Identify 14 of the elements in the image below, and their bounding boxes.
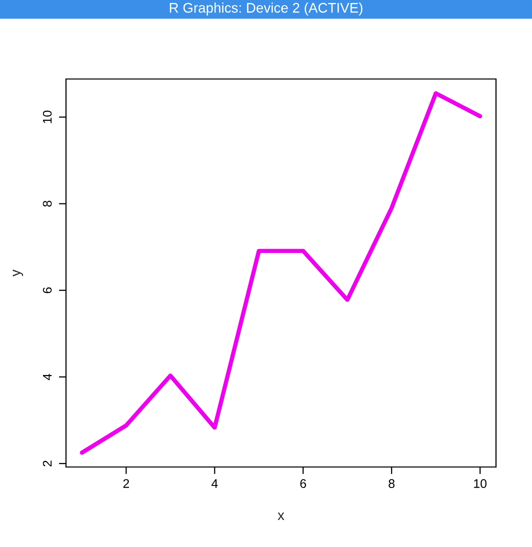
y-tick-label: 6 xyxy=(42,287,52,294)
chart-title: R Graphics: Device 2 (ACTIVE) xyxy=(170,2,362,16)
x-tick-label: 8 xyxy=(388,479,395,488)
x-tick-label: 4 xyxy=(211,479,218,488)
line-series xyxy=(80,91,482,455)
x-tick-label: 6 xyxy=(300,479,306,488)
y-tick-label: 4 xyxy=(43,374,52,380)
x-axis-title: x xyxy=(278,512,284,520)
y-tick-label: 2 xyxy=(42,460,52,466)
y-axis-title: y xyxy=(12,270,24,276)
x-tick-label: 10 xyxy=(474,479,487,488)
x-tick-label: 2 xyxy=(123,479,130,488)
y-tick-label: 10 xyxy=(42,110,52,124)
y-tick-label: 8 xyxy=(42,200,52,207)
